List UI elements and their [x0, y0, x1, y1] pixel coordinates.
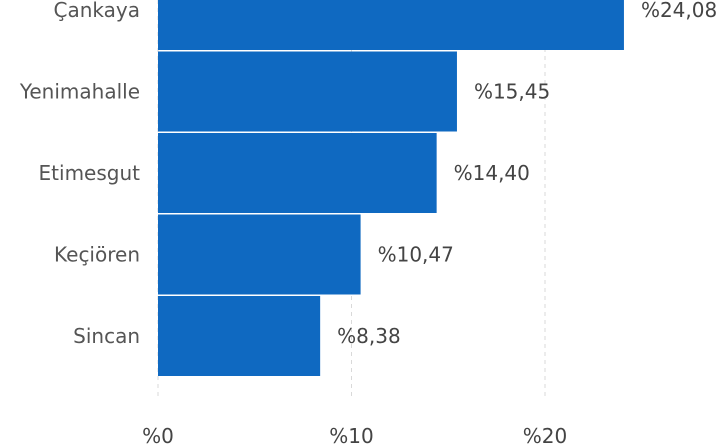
value-label: %15,45 [474, 80, 550, 104]
bar-2 [158, 51, 457, 132]
value-label: %10,47 [378, 243, 454, 267]
x-tick-label: %20 [523, 424, 567, 445]
value-label: %14,40 [454, 161, 530, 185]
category-label: Sincan [73, 324, 140, 348]
category-label: Keçiören [54, 243, 140, 267]
x-tick-label: %0 [142, 424, 174, 445]
bar-1 [158, 0, 624, 50]
x-axis-tick-labels: %0 %10 %20 [142, 424, 567, 445]
bar-4 [158, 214, 361, 295]
bar-5 [158, 296, 321, 376]
bars [158, 0, 624, 376]
category-labels: Çankaya Yenimahalle Etimesgut Keçiören Sinca… [19, 0, 140, 348]
value-label: %8,38 [337, 324, 401, 348]
category-label: Etimesgut [39, 161, 141, 185]
category-label: Çankaya [54, 0, 140, 22]
category-label: Yenimahalle [19, 80, 140, 104]
value-labels: %24,08 %15,45 %14,40 %10,47 %8,38 [337, 0, 717, 348]
x-tick-label: %10 [329, 424, 373, 445]
value-label: %24,08 [641, 0, 717, 22]
bar-3 [158, 133, 437, 213]
